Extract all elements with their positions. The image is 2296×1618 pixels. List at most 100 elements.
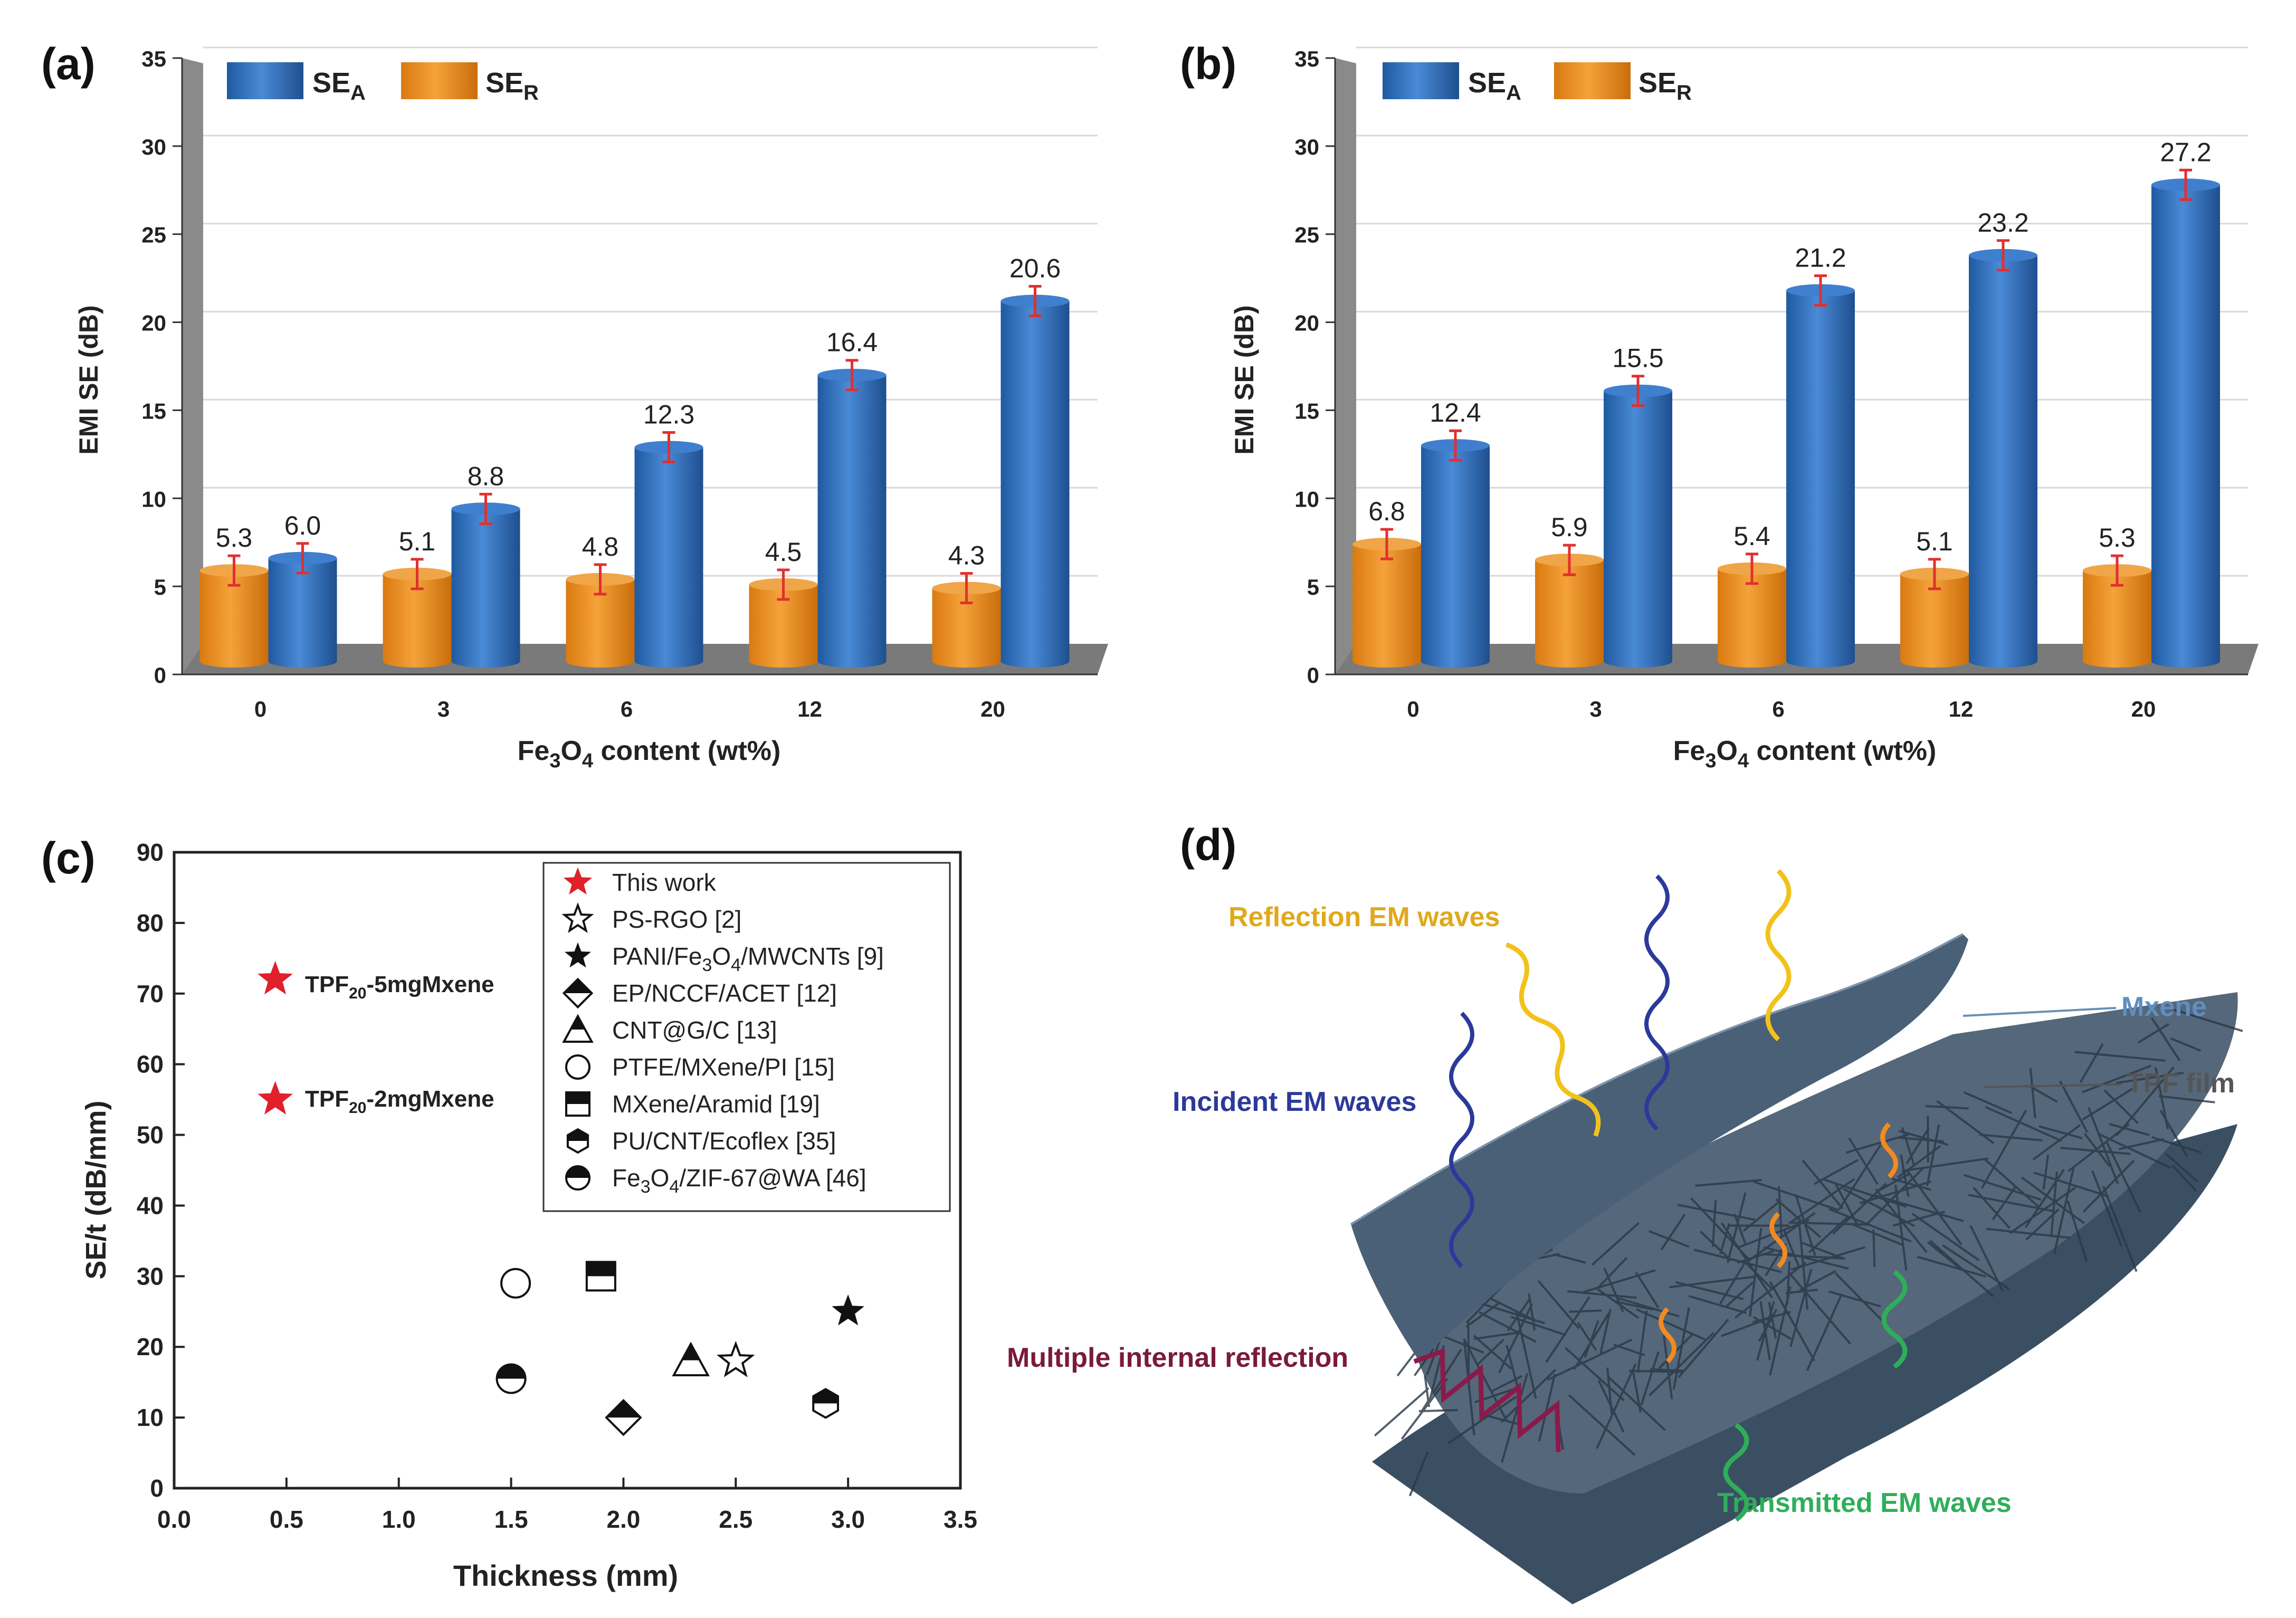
panel-b-legend-label-se-a: SEA (1468, 67, 1521, 104)
fiber-strand (1418, 1409, 1458, 1413)
panel-a-bar-se-r-value-label: 5.1 (399, 527, 436, 556)
fiber-strand (1554, 1253, 1586, 1264)
panel-b-x-tick-label: 20 (2131, 697, 2156, 721)
fiber-strand (1577, 1322, 1597, 1351)
fiber-strand (2082, 1064, 2152, 1093)
fiber-strand (1892, 1211, 1946, 1227)
fiber-strand (1662, 1335, 1673, 1400)
panel-b-bar-se-r (1535, 560, 1604, 661)
panel-a-legend-label-se-r: SER (485, 67, 539, 104)
panel-b-bar-se-a (2151, 185, 2220, 662)
fiber-strand (1500, 1368, 1557, 1423)
panel-b-bar-se-a-value-label: 21.2 (1795, 243, 1846, 273)
fiber-strand (1789, 1269, 1813, 1347)
panel-a-y-tick-label: 35 (141, 46, 166, 71)
panel-c-y-tick-label: 30 (137, 1262, 164, 1290)
fiber-strand (1783, 1229, 1800, 1268)
panel-b-bar-se-a-base (1969, 655, 2037, 668)
panel-b-bar-se-a-base (2151, 655, 2220, 668)
panel-b-legend-swatch-se-a (1383, 62, 1459, 99)
panel-a-bar-se-r-value-label: 4.3 (948, 541, 985, 570)
top-mxene-sheet (1351, 934, 1968, 1362)
fiber-strand (1894, 1184, 1908, 1271)
transmitted-wave-left (1723, 1423, 1749, 1522)
fiber-strand (1632, 1369, 1642, 1413)
panel-b-bar-se-r-base (1352, 655, 1421, 668)
panel-c-x-tick-label: 0.5 (270, 1506, 303, 1533)
fiber-strand (1569, 1309, 1602, 1313)
fiber-strand (1598, 1257, 1628, 1288)
panel-b-x-tick-label: 12 (1949, 697, 1974, 721)
fiber-strand (1669, 1275, 1756, 1289)
panel-a-y-tick-label: 30 (141, 135, 166, 159)
panel-b-bar-se-r-value-label: 6.8 (1368, 497, 1405, 526)
fiber-strand (1872, 1194, 1964, 1222)
fiber-strand (1917, 1255, 1986, 1278)
fiber-strand (2066, 1200, 2088, 1262)
fiber-strand (1401, 1378, 1449, 1440)
fiber-strand (1775, 1198, 1822, 1238)
panel-a-bar-se-a-base (451, 655, 520, 668)
scatter-point-ps-rgo-2 (717, 1340, 755, 1377)
panel-b-y-tick-label: 25 (1294, 223, 1319, 248)
panel-c-legend-label: This work (612, 869, 717, 896)
panel-b-bar-se-a (1969, 255, 2037, 662)
panel-a-legend-swatch-se-r (401, 62, 478, 99)
fiber-strand (1872, 1229, 1876, 1268)
fiber-strand (1788, 1271, 1851, 1345)
fiber-strand (1899, 1136, 1944, 1143)
fiber-strand (2032, 1124, 2081, 1160)
panel-b-legend: SEA SER (1383, 62, 1692, 104)
fiber-strand (1649, 1230, 1690, 1248)
fiber-strand (1725, 1281, 1754, 1308)
scatter-point-this-work (258, 960, 293, 995)
fiber-strand (2029, 1085, 2058, 1103)
panel-c-x-tick-label: 1.5 (494, 1506, 528, 1533)
fiber-strand (1769, 1281, 1816, 1362)
panel-c-legend-label: CNT@G/C [13] (612, 1016, 777, 1044)
panel-c-y-tick-label: 90 (137, 839, 164, 866)
panel-b-bar-se-a (1604, 391, 1672, 661)
fiber-strand (2033, 1172, 2109, 1197)
label-reflection-waves: Reflection EM waves (1228, 902, 1500, 932)
fiber-strand (1764, 1246, 1849, 1270)
panel-a-bar-se-a-base (817, 655, 887, 668)
panel-c-x-tick-label: 1.0 (382, 1506, 416, 1533)
fiber-strand (1614, 1300, 1654, 1311)
fiber-strand (2171, 1164, 2197, 1192)
scatter-point-mxene-aramid-19-fill (586, 1262, 615, 1277)
fiber-strand (2082, 1088, 2133, 1121)
panel-a-y-tick-label: 25 (141, 223, 166, 248)
panel-b-bar-se-r-base (1535, 655, 1604, 668)
panel-label-c: (c) (41, 833, 96, 883)
panel-c-legend-marker (562, 1014, 594, 1043)
fiber-strand (1672, 1307, 1690, 1390)
fiber-strand (1678, 1318, 1729, 1378)
panel-b-bar-se-a-value-label: 23.2 (1977, 208, 2028, 237)
fiber-strand (1636, 1310, 1648, 1373)
fiber-strand (2038, 1125, 2083, 1139)
panel-b-bar-se-a-value-label: 15.5 (1612, 344, 1663, 373)
transmitted-wave-right (1881, 1270, 1908, 1369)
fiber-strand (1568, 1394, 1636, 1456)
panel-c-legend: This work PS-RGO [2] PANI/Fe3O4/MWCNTs [9]… (542, 862, 951, 1212)
panel-a-bar-se-a-base (268, 655, 337, 668)
fiber-strand (1901, 1157, 1989, 1172)
fiber-strand (1618, 1297, 1680, 1318)
panel-c-y-axis-title: SE/t (dB/mm) (80, 1100, 112, 1279)
panel-c-legend-marker (564, 942, 592, 968)
fiber-strand (2098, 1133, 2171, 1169)
panel-label-d: (d) (1180, 820, 1236, 870)
fiber-strand (1927, 1241, 1960, 1269)
panel-a-y-tick-label: 10 (141, 487, 166, 511)
internal-wave-2 (1769, 1212, 1787, 1269)
panel-c-legend-marker-fill (571, 1016, 585, 1030)
fiber-strand (1808, 1215, 1850, 1253)
panel-a-bar-se-r-value-label: 4.5 (765, 537, 802, 567)
fiber-strand (1510, 1316, 1566, 1336)
fiber-strand (1936, 1100, 1995, 1145)
fiber-strand (1597, 1380, 1625, 1433)
panel-a-x-tick-label: 12 (797, 697, 822, 721)
panel-c-x-tick-label: 2.5 (719, 1506, 752, 1533)
